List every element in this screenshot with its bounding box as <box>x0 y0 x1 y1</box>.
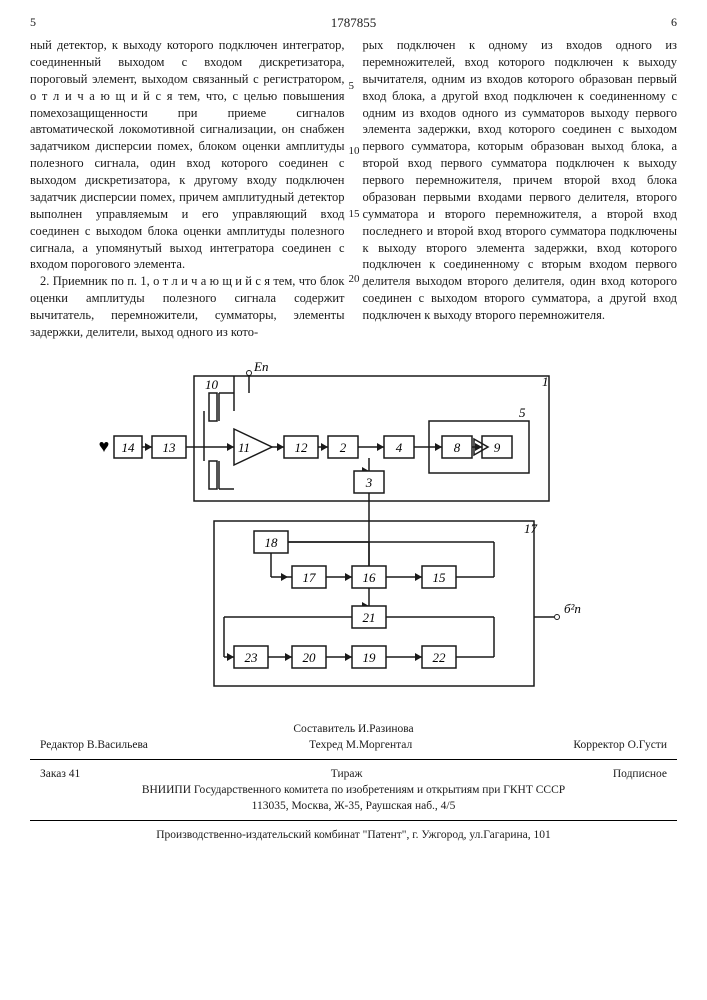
svg-text:2: 2 <box>339 440 346 455</box>
col-text-2: 2. Приемник по п. 1, о т л и ч а ю щ и й… <box>30 274 345 339</box>
credits-row: Редактор В.Васильева Техред М.Моргентал … <box>30 737 677 753</box>
org1: ВНИИПИ Государственного комитета по изоб… <box>30 782 677 798</box>
techred: Техред М.Моргентал <box>309 737 412 753</box>
org3: Производственно-издательский комбинат "П… <box>30 827 677 843</box>
col-text: рых подключен к одному из входов одного … <box>363 38 678 322</box>
svg-text:10: 10 <box>205 377 219 392</box>
svg-text:8: 8 <box>453 440 460 455</box>
svg-text:21: 21 <box>362 610 375 625</box>
line-no: 5 <box>349 79 355 94</box>
left-column: ный детектор, к выходу которого подключе… <box>30 37 345 341</box>
svg-text:17: 17 <box>302 570 316 585</box>
svg-text:3: 3 <box>364 475 372 490</box>
svg-text:23: 23 <box>244 650 258 665</box>
svg-text:16: 16 <box>362 570 376 585</box>
text-columns: ный детектор, к выходу которого подключе… <box>30 37 677 341</box>
svg-text:б²п: б²п <box>564 601 581 616</box>
order: Заказ 41 <box>40 766 80 782</box>
svg-text:4: 4 <box>395 440 402 455</box>
svg-text:12: 12 <box>294 440 308 455</box>
header: 5 1787855 6 <box>30 15 677 31</box>
line-no: 15 <box>349 207 360 222</box>
svg-text:17: 17 <box>524 521 538 536</box>
svg-text:13: 13 <box>162 440 176 455</box>
svg-text:♥: ♥ <box>98 436 109 456</box>
svg-text:1: 1 <box>542 374 549 389</box>
footer: Составитель И.Разинова Редактор В.Василь… <box>30 721 677 844</box>
tirazh: Тираж <box>331 766 363 782</box>
right-column: 5 10 15 20 рых подключен к одному из вхо… <box>363 37 678 341</box>
compiler: Составитель И.Разинова <box>30 721 677 737</box>
block-diagram: ♥ 14 13 11 10 12 2 4 8 9 3 5 18 17 16 15 21 23 20 19 22 Eп 1 17… <box>74 351 634 701</box>
svg-text:9: 9 <box>493 440 500 455</box>
line-no: 10 <box>349 144 360 159</box>
svg-text:22: 22 <box>432 650 446 665</box>
patent-number: 1787855 <box>36 15 671 31</box>
svg-text:Eп: Eп <box>253 359 268 374</box>
col-text: ный детектор, к выходу которого подключе… <box>30 38 345 271</box>
svg-text:18: 18 <box>264 535 278 550</box>
svg-text:5: 5 <box>519 405 526 420</box>
page: 5 1787855 6 ный детектор, к выходу котор… <box>0 0 707 858</box>
org2: 113035, Москва, Ж-35, Раушская наб., 4/5 <box>30 798 677 814</box>
corrector: Корректор О.Густи <box>573 737 667 753</box>
subscr: Подписное <box>613 766 667 782</box>
svg-text:11: 11 <box>237 440 249 455</box>
svg-text:14: 14 <box>121 440 135 455</box>
svg-text:20: 20 <box>302 650 316 665</box>
svg-text:19: 19 <box>362 650 376 665</box>
editor: Редактор В.Васильева <box>40 737 148 753</box>
page-right: 6 <box>671 15 677 31</box>
svg-text:15: 15 <box>432 570 446 585</box>
order-row: Заказ 41 Тираж Подписное <box>30 766 677 782</box>
line-no: 20 <box>349 272 360 287</box>
